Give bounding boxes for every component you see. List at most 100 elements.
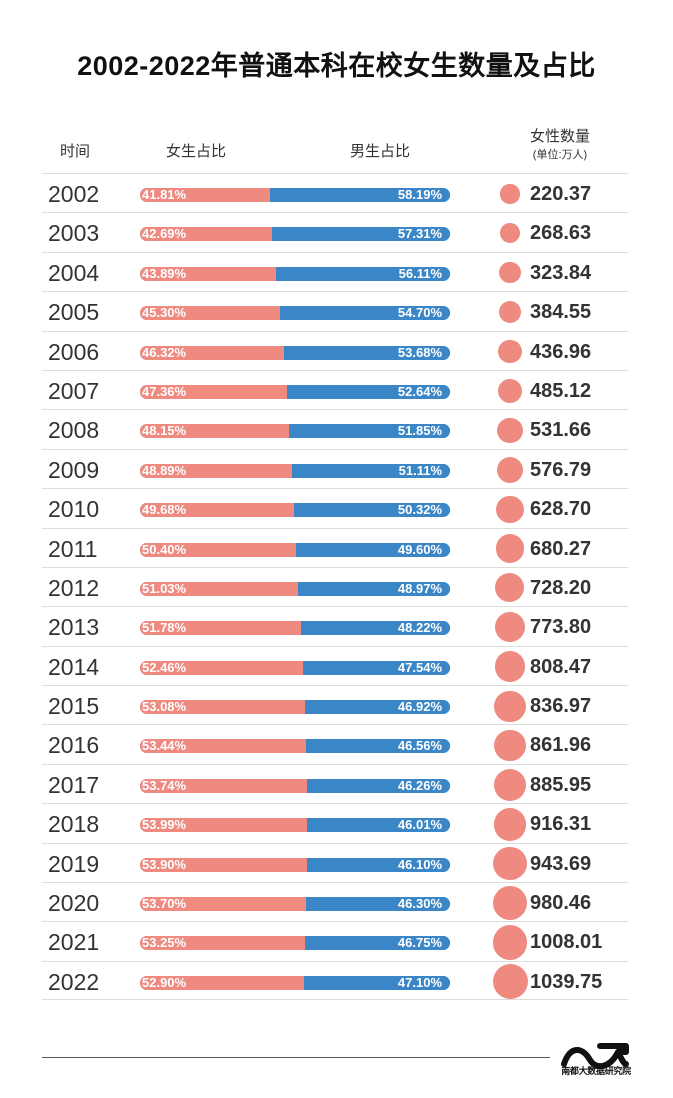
- female-count-value: 916.31: [530, 813, 592, 836]
- female-count-bubble: [499, 262, 521, 284]
- female-share-label: 49.68%: [142, 503, 187, 518]
- table-row: 2016 53.44% 46.56% 861.96: [42, 724, 628, 763]
- table-row: 2005 45.30% 54.70% 384.55: [42, 291, 628, 330]
- female-share-label: 48.15%: [142, 424, 187, 439]
- female-count-value: 485.12: [530, 379, 592, 402]
- female-share-label: 52.46%: [142, 660, 187, 675]
- female-share-label: 41.81%: [142, 188, 187, 202]
- row-year: 2019: [48, 850, 100, 877]
- table-row: 2004 43.89% 56.11% 323.84: [42, 251, 628, 291]
- female-share-bar: [140, 306, 281, 321]
- female-count-bubble: [493, 807, 527, 841]
- row-year: 2009: [48, 456, 100, 483]
- brand-logo-icon: [561, 1043, 629, 1070]
- male-share-label: 48.97%: [397, 581, 442, 596]
- male-share-label: 46.75%: [397, 936, 442, 951]
- female-share-bar: [140, 542, 297, 557]
- female-share-bar: [140, 345, 284, 360]
- row-year: 2010: [48, 496, 100, 523]
- female-share-label: 53.74%: [142, 778, 187, 793]
- table-row: 2006 46.32% 53.68% 436.96: [42, 330, 628, 370]
- row-year: 2006: [48, 338, 100, 365]
- male-share-label: 56.11%: [398, 266, 442, 281]
- female-share-label: 43.89%: [142, 266, 187, 281]
- male-share-bar: [291, 463, 450, 478]
- female-count-value: 773.80: [530, 616, 592, 639]
- column-header-year: 时间: [60, 143, 91, 160]
- female-share-bar: [140, 227, 273, 242]
- brand-name: 南都大数据研究院: [561, 1066, 631, 1076]
- male-share-bar: [302, 660, 450, 675]
- column-header-male-share: 男生占比: [350, 143, 411, 160]
- row-year: 2007: [48, 377, 100, 404]
- female-share-bar: [140, 188, 270, 202]
- female-count-bubble: [493, 847, 527, 881]
- table-row: 2021 53.25% 46.75% 1008.01: [42, 921, 628, 960]
- table-row: 2009 48.89% 51.11% 576.79: [42, 448, 628, 488]
- female-count-value: 728.20: [530, 576, 592, 599]
- female-share-bar: [140, 778, 307, 793]
- share-bar: 52.90% 47.10%: [140, 975, 450, 990]
- female-count-value: 943.69: [530, 852, 592, 875]
- share-bar: 53.70% 46.30%: [140, 897, 450, 912]
- female-share-label: 42.69%: [142, 227, 187, 242]
- female-share-label: 53.70%: [142, 897, 187, 912]
- female-count-bubble: [493, 768, 526, 801]
- row-year: 2016: [48, 732, 100, 759]
- female-share-bar: [140, 503, 294, 518]
- female-share-bar: [140, 463, 292, 478]
- table-row: 2020 53.70% 46.30% 980.46: [42, 882, 628, 921]
- female-share-label: 53.25%: [142, 936, 187, 951]
- table-row: 2018 53.99% 46.01% 916.31: [42, 803, 628, 842]
- male-share-label: 46.26%: [397, 778, 442, 793]
- female-share-bar: [140, 739, 306, 754]
- male-share-bar: [307, 857, 450, 872]
- female-share-label: 47.36%: [142, 384, 187, 399]
- female-count-value: 531.66: [530, 419, 592, 442]
- footer-divider: [42, 1057, 550, 1058]
- male-share-label: 51.11%: [398, 463, 442, 478]
- row-year: 2021: [48, 929, 100, 956]
- male-share-label: 46.92%: [397, 700, 442, 715]
- column-header-female-count: 女性数量 (单位:万人): [500, 128, 620, 164]
- share-bar: 52.46% 47.54%: [140, 660, 450, 675]
- row-year: 2017: [48, 771, 100, 798]
- male-share-bar: [272, 227, 450, 242]
- female-share-bar: [140, 700, 305, 715]
- female-share-bar: [140, 384, 287, 399]
- female-count-bubble: [492, 925, 528, 960]
- female-count-value: 1008.01: [530, 931, 603, 954]
- row-year: 2015: [48, 693, 100, 720]
- share-bar: 48.89% 51.11%: [140, 463, 450, 478]
- male-share-label: 49.60%: [397, 542, 442, 557]
- share-bar: 45.30% 54.70%: [140, 306, 450, 321]
- female-share-bar: [140, 857, 308, 872]
- male-share-label: 48.22%: [397, 621, 442, 636]
- female-count-value: 836.97: [530, 695, 592, 718]
- female-count-bubble: [492, 964, 528, 1000]
- row-year: 2012: [48, 574, 100, 601]
- male-share-bar: [307, 818, 450, 833]
- female-count-bubble: [499, 223, 521, 244]
- page-title: 2002-2022年普通本科在校女生数量及占比: [77, 51, 596, 81]
- female-share-label: 46.32%: [142, 345, 187, 360]
- share-bar: 51.78% 48.22%: [140, 621, 450, 636]
- male-share-bar: [304, 975, 450, 990]
- row-year: 2008: [48, 417, 100, 444]
- male-share-label: 53.68%: [397, 345, 442, 360]
- female-share-bar: [140, 581, 299, 596]
- female-count-value: 980.46: [530, 892, 592, 915]
- share-bar: 46.32% 53.68%: [140, 345, 450, 360]
- table-row: 2008 48.15% 51.85% 531.66: [42, 409, 628, 448]
- row-year: 2004: [48, 259, 100, 286]
- table-row: 2015 53.08% 46.92% 836.97: [42, 685, 628, 724]
- share-bar: 53.44% 46.56%: [140, 739, 450, 754]
- row-year: 2018: [48, 811, 100, 838]
- male-share-bar: [306, 778, 450, 793]
- female-count-bubble: [496, 495, 524, 523]
- row-year: 2003: [48, 220, 100, 247]
- male-share-bar: [269, 188, 450, 202]
- female-count-value: 885.95: [530, 773, 592, 796]
- female-count-bubble: [494, 729, 526, 762]
- table-row: 2011 50.40% 49.60% 680.27: [42, 527, 628, 567]
